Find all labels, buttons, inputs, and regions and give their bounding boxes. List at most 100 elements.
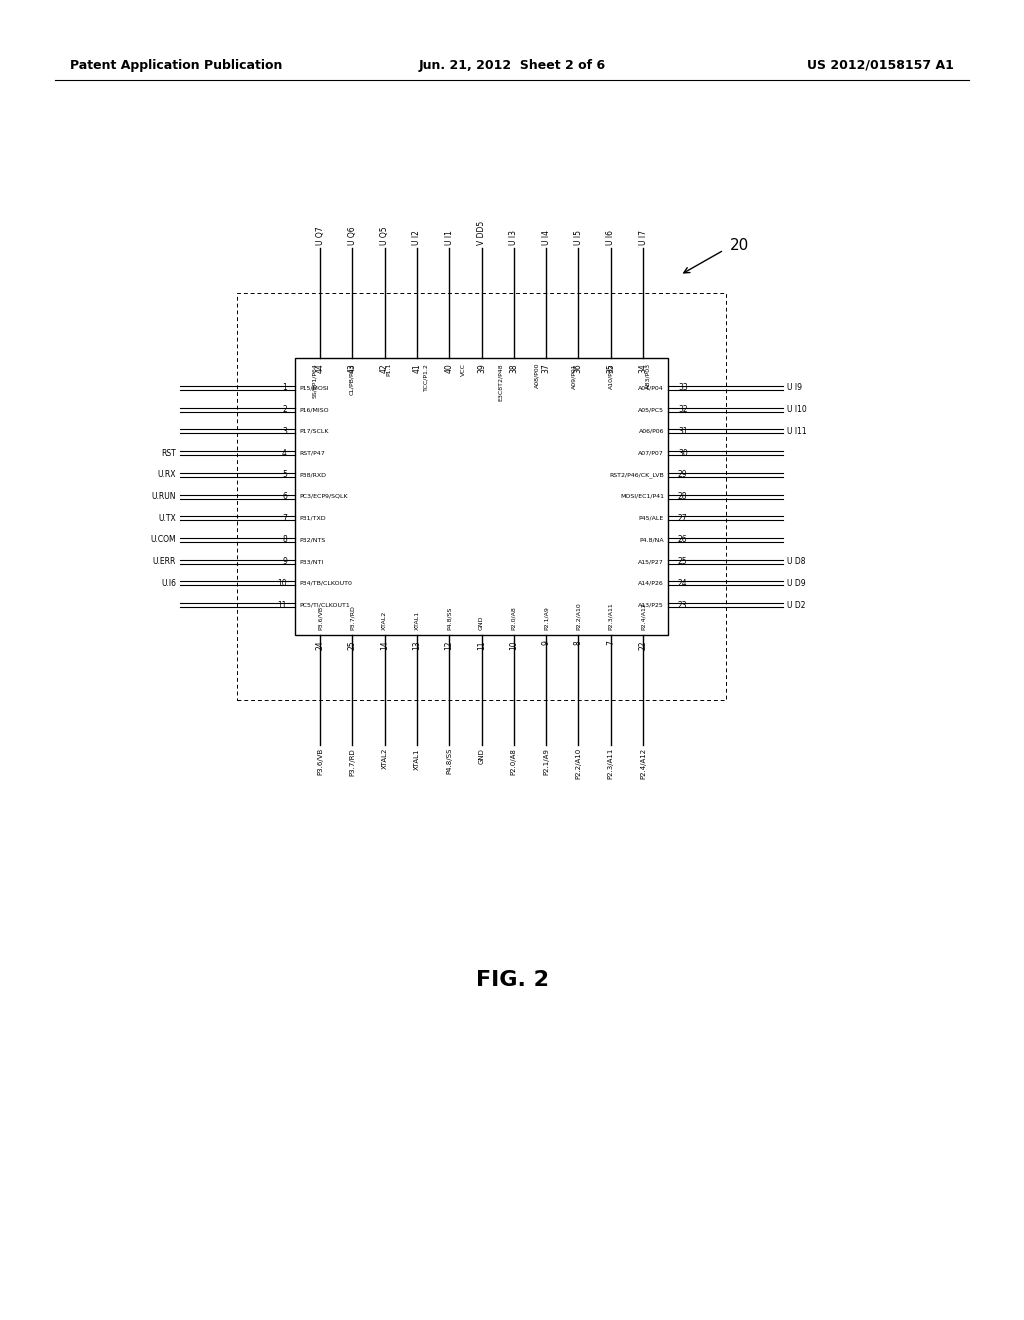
Text: U I6: U I6: [606, 230, 615, 246]
Text: 35: 35: [606, 363, 615, 372]
Text: 33: 33: [678, 384, 688, 392]
Text: P2.4/A12: P2.4/A12: [640, 602, 645, 630]
Text: P1.1: P1.1: [386, 363, 391, 376]
Text: P4.8/NA: P4.8/NA: [639, 537, 664, 543]
Text: 7: 7: [606, 640, 615, 645]
Text: 44: 44: [315, 363, 325, 372]
Text: P2.0/A8: P2.0/A8: [511, 606, 516, 630]
Text: PC5/TI/CLKOUT1: PC5/TI/CLKOUT1: [299, 602, 350, 607]
Text: US 2012/0158157 A1: US 2012/0158157 A1: [807, 58, 954, 71]
Text: 5: 5: [283, 470, 287, 479]
Text: XTAL1: XTAL1: [415, 611, 420, 630]
Text: P38/RXD: P38/RXD: [299, 473, 326, 478]
Text: P3.6/VB: P3.6/VB: [317, 748, 323, 775]
Text: PC3/ECP9/SQLK: PC3/ECP9/SQLK: [299, 494, 347, 499]
Text: 10: 10: [278, 578, 287, 587]
Text: 41: 41: [413, 363, 422, 372]
Text: A14/P26: A14/P26: [638, 581, 664, 586]
Text: 9: 9: [542, 640, 551, 645]
Text: XTAL2: XTAL2: [382, 611, 387, 630]
Text: Patent Application Publication: Patent Application Publication: [70, 58, 283, 71]
Text: Jun. 21, 2012  Sheet 2 of 6: Jun. 21, 2012 Sheet 2 of 6: [419, 58, 605, 71]
Text: U.COM: U.COM: [151, 536, 176, 544]
Text: U I9: U I9: [787, 384, 802, 392]
Text: 11: 11: [278, 601, 287, 610]
Text: 27: 27: [678, 513, 688, 523]
Text: U I2: U I2: [413, 230, 422, 246]
Text: SS/EP1/P64: SS/EP1/P64: [312, 363, 317, 397]
Text: 43: 43: [348, 363, 356, 372]
Text: 42: 42: [380, 363, 389, 372]
Text: P45/ALE: P45/ALE: [639, 516, 664, 520]
Text: 28: 28: [678, 492, 687, 502]
Text: 10: 10: [509, 640, 518, 649]
Text: 12: 12: [444, 640, 454, 649]
Text: P2.3/A11: P2.3/A11: [608, 602, 613, 630]
Text: TCC/P1.2: TCC/P1.2: [424, 363, 428, 391]
Text: 11: 11: [477, 640, 486, 649]
Text: 38: 38: [509, 363, 518, 372]
Text: 22: 22: [639, 640, 647, 649]
Text: 8: 8: [283, 536, 287, 544]
Text: P17/SCLK: P17/SCLK: [299, 429, 329, 434]
Text: P2.1/A9: P2.1/A9: [543, 748, 549, 775]
Text: A13/P25: A13/P25: [638, 602, 664, 607]
Text: P32/NTS: P32/NTS: [299, 537, 326, 543]
Text: 29: 29: [678, 470, 688, 479]
Text: E3C8T2/P48: E3C8T2/P48: [498, 363, 503, 401]
Text: VCC: VCC: [461, 363, 466, 376]
Text: MOSI/EC1/P41: MOSI/EC1/P41: [620, 494, 664, 499]
Text: U D9: U D9: [787, 578, 806, 587]
Text: 1: 1: [283, 384, 287, 392]
Text: A04/P04: A04/P04: [638, 385, 664, 391]
Text: 7: 7: [283, 513, 287, 523]
Text: P3.7/RD: P3.7/RD: [350, 605, 354, 630]
Text: P16/MISO: P16/MISO: [299, 407, 329, 412]
Text: 4: 4: [283, 449, 287, 458]
Text: P2.4/A12: P2.4/A12: [640, 748, 646, 779]
Text: U D2: U D2: [787, 601, 806, 610]
Text: 36: 36: [573, 363, 583, 372]
Text: 23: 23: [678, 601, 688, 610]
Text: U.RUN: U.RUN: [152, 492, 176, 502]
Text: CL/PB/P43: CL/PB/P43: [349, 363, 354, 395]
Bar: [237, 293, 726, 700]
Text: P2.0/A8: P2.0/A8: [511, 748, 517, 775]
Text: 30: 30: [678, 449, 688, 458]
Text: 25: 25: [678, 557, 688, 566]
Text: U.TX: U.TX: [159, 513, 176, 523]
Text: 8: 8: [573, 640, 583, 644]
Text: U.RX: U.RX: [158, 470, 176, 479]
Text: 32: 32: [678, 405, 688, 414]
Text: U Q7: U Q7: [315, 226, 325, 246]
Text: U.ERR: U.ERR: [153, 557, 176, 566]
Text: U I10: U I10: [787, 405, 807, 414]
Text: AB3/P03: AB3/P03: [645, 363, 650, 389]
Text: P2.3/A11: P2.3/A11: [607, 748, 613, 779]
Text: 20: 20: [730, 238, 750, 252]
Text: U.I6: U.I6: [161, 578, 176, 587]
Text: P2.2/A10: P2.2/A10: [575, 748, 582, 779]
Text: P3.7/RD: P3.7/RD: [349, 748, 355, 776]
Text: 37: 37: [542, 363, 551, 372]
Text: U Q6: U Q6: [348, 226, 356, 246]
Text: XTAL1: XTAL1: [414, 748, 420, 770]
Text: P2.1/A9: P2.1/A9: [544, 606, 549, 630]
Text: 9: 9: [283, 557, 287, 566]
Bar: [295, 358, 668, 635]
Text: 39: 39: [477, 363, 486, 372]
Text: 34: 34: [639, 363, 647, 372]
Text: GND: GND: [478, 748, 484, 764]
Text: U Q5: U Q5: [380, 226, 389, 246]
Text: 40: 40: [444, 363, 454, 372]
Text: A15/P27: A15/P27: [638, 560, 664, 564]
Text: P4.8/SS: P4.8/SS: [446, 607, 452, 630]
Text: A05/PC5: A05/PC5: [638, 407, 664, 412]
Text: U I5: U I5: [573, 230, 583, 246]
Text: 25: 25: [348, 640, 356, 649]
Text: U I4: U I4: [542, 230, 551, 246]
Text: 3: 3: [283, 426, 287, 436]
Text: P34/TB/CLKOUT0: P34/TB/CLKOUT0: [299, 581, 352, 586]
Text: 13: 13: [413, 640, 422, 649]
Text: U I1: U I1: [444, 230, 454, 246]
